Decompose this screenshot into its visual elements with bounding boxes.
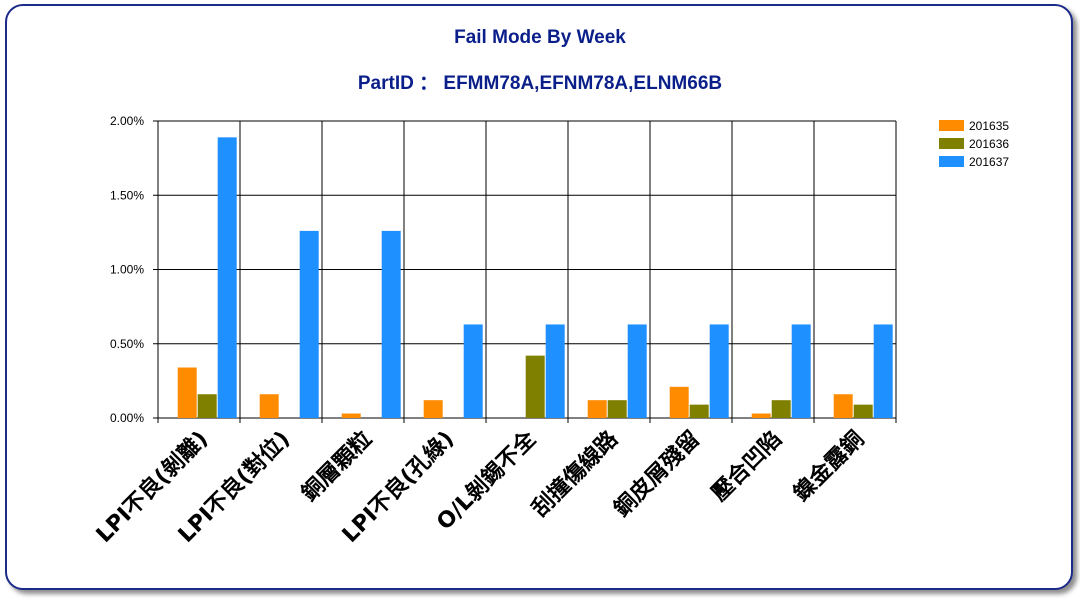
- bar: [853, 404, 873, 418]
- bar: [627, 324, 647, 418]
- bar: [299, 230, 319, 418]
- y-tick-label: 2.00%: [110, 114, 144, 128]
- bar: [423, 400, 443, 418]
- x-tick-label: 銅層顆粒: [296, 426, 377, 507]
- legend-label: 201635: [969, 119, 1009, 133]
- bar: [259, 394, 279, 418]
- legend-swatch: [939, 138, 964, 149]
- bar: [197, 394, 217, 418]
- bar: [463, 324, 483, 418]
- chart-subtitle: PartID ： EFMM78A,EFNM78A,ELNM66B: [357, 73, 723, 94]
- y-tick-label: 0.00%: [110, 411, 144, 425]
- bar: [545, 324, 565, 418]
- bar: [669, 386, 689, 418]
- bar: [751, 413, 771, 418]
- y-tick-label: 0.50%: [110, 337, 144, 351]
- chart-title: Fail Mode By Week: [454, 27, 626, 48]
- bar: [177, 367, 197, 418]
- bar: [341, 413, 361, 418]
- bar: [607, 400, 627, 418]
- x-tick-label: 刮撞傷線路: [527, 425, 624, 522]
- x-tick-label: 鎳金露銅: [788, 426, 869, 507]
- legend-swatch: [939, 156, 964, 167]
- x-tick-label: 銅皮屑殘留: [609, 426, 705, 522]
- bar: [873, 324, 893, 418]
- bar: [689, 404, 709, 418]
- bar: [791, 324, 811, 418]
- legend-label: 201637: [969, 155, 1009, 169]
- legend-label: 201636: [969, 137, 1009, 151]
- y-tick-label: 1.00%: [110, 263, 144, 277]
- bar: [833, 394, 853, 418]
- y-tick-label: 1.50%: [110, 188, 144, 202]
- bar: [771, 400, 791, 418]
- legend-swatch: [939, 120, 964, 131]
- x-tick-label: 壓合凹陷: [706, 426, 787, 507]
- bar: [587, 400, 607, 418]
- bar: [381, 230, 401, 418]
- bar: [525, 355, 545, 418]
- bar: [709, 324, 729, 418]
- bar: [217, 137, 237, 418]
